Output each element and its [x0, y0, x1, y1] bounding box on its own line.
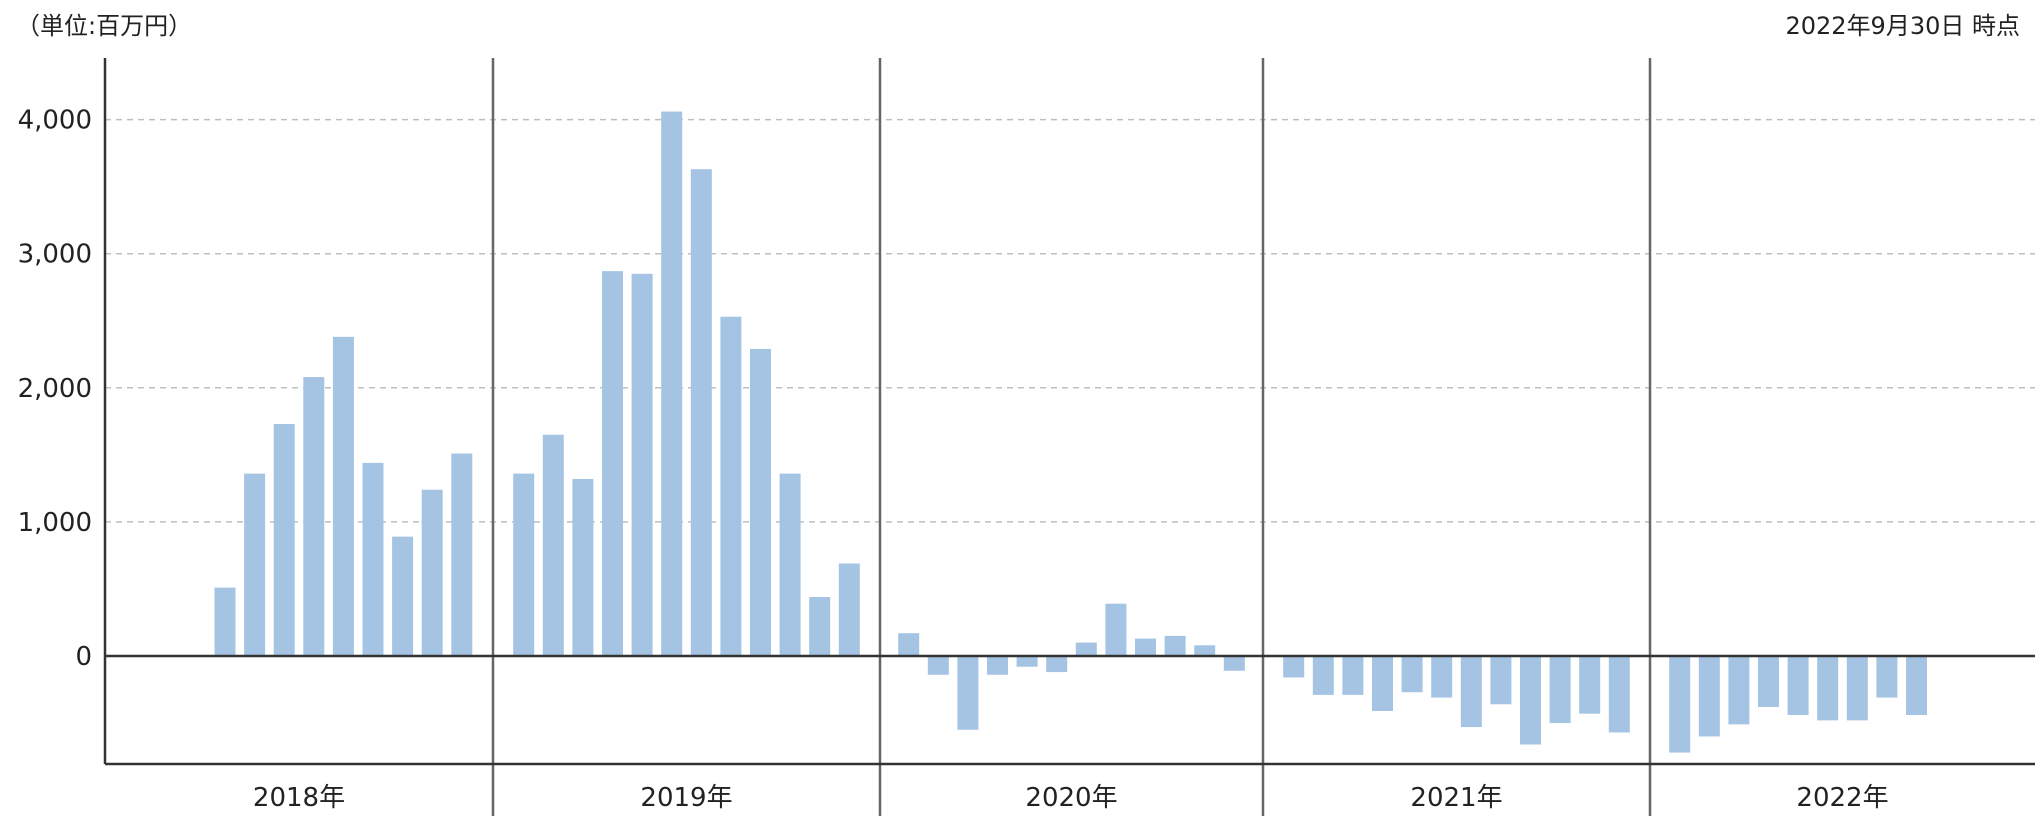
unit-label: （単位:百万円） [16, 12, 193, 40]
bar [838, 563, 860, 656]
bar [1016, 656, 1038, 667]
bar [244, 473, 266, 656]
y-tick-label: 0 [75, 642, 92, 672]
bar [927, 656, 949, 675]
bar [1283, 656, 1305, 678]
bar [332, 336, 354, 656]
y-tick-label: 3,000 [18, 240, 92, 270]
bar [1342, 656, 1364, 695]
bar [513, 473, 535, 656]
bar [1312, 656, 1334, 695]
bar [602, 271, 623, 656]
bar [1787, 656, 1809, 716]
bar [1431, 656, 1453, 698]
bar [1046, 656, 1068, 673]
bar [421, 489, 443, 656]
bar [303, 377, 325, 656]
bar [1490, 656, 1512, 705]
x-category-label: 2022年 [1796, 783, 1888, 813]
y-tick-label: 2,000 [18, 374, 92, 404]
bar [1075, 642, 1097, 656]
bar [1549, 656, 1571, 724]
bar [898, 633, 920, 656]
bar [690, 169, 712, 657]
bar [1105, 603, 1127, 656]
bar [1698, 656, 1720, 737]
bar [1401, 656, 1423, 693]
bar [1164, 635, 1186, 656]
bar [1194, 645, 1216, 656]
bar [1608, 656, 1630, 733]
bar [631, 273, 653, 656]
bar [957, 656, 979, 730]
bar [1758, 656, 1779, 707]
bar [572, 478, 594, 656]
bar [542, 434, 564, 656]
bar [661, 111, 683, 656]
bar [779, 473, 801, 656]
x-category-label: 2018年 [253, 783, 345, 813]
x-category-label: 2020年 [1025, 783, 1117, 813]
as-of-date-label: 2022年9月30日 時点 [1785, 12, 2020, 40]
bar [1906, 656, 1927, 716]
bar [1520, 656, 1541, 745]
bar [720, 316, 742, 656]
bar [1460, 656, 1482, 728]
bar [214, 587, 236, 656]
bar [1372, 656, 1393, 711]
bar [1728, 656, 1750, 725]
x-category-label: 2019年 [640, 783, 732, 813]
x-category-label: 2021年 [1410, 783, 1502, 813]
bar [809, 596, 831, 656]
bar [392, 536, 414, 656]
bar [1846, 656, 1868, 721]
bar [1817, 656, 1839, 721]
bar [1876, 656, 1898, 698]
bar [451, 453, 473, 656]
bar [1669, 656, 1691, 753]
bar [362, 462, 384, 656]
bar [1579, 656, 1601, 714]
bar [987, 656, 1008, 675]
y-tick-label: 4,000 [18, 106, 92, 136]
bar [273, 424, 295, 656]
bar [1223, 656, 1245, 671]
bar [1135, 638, 1156, 656]
y-tick-label: 1,000 [18, 508, 92, 538]
bar [750, 348, 771, 656]
